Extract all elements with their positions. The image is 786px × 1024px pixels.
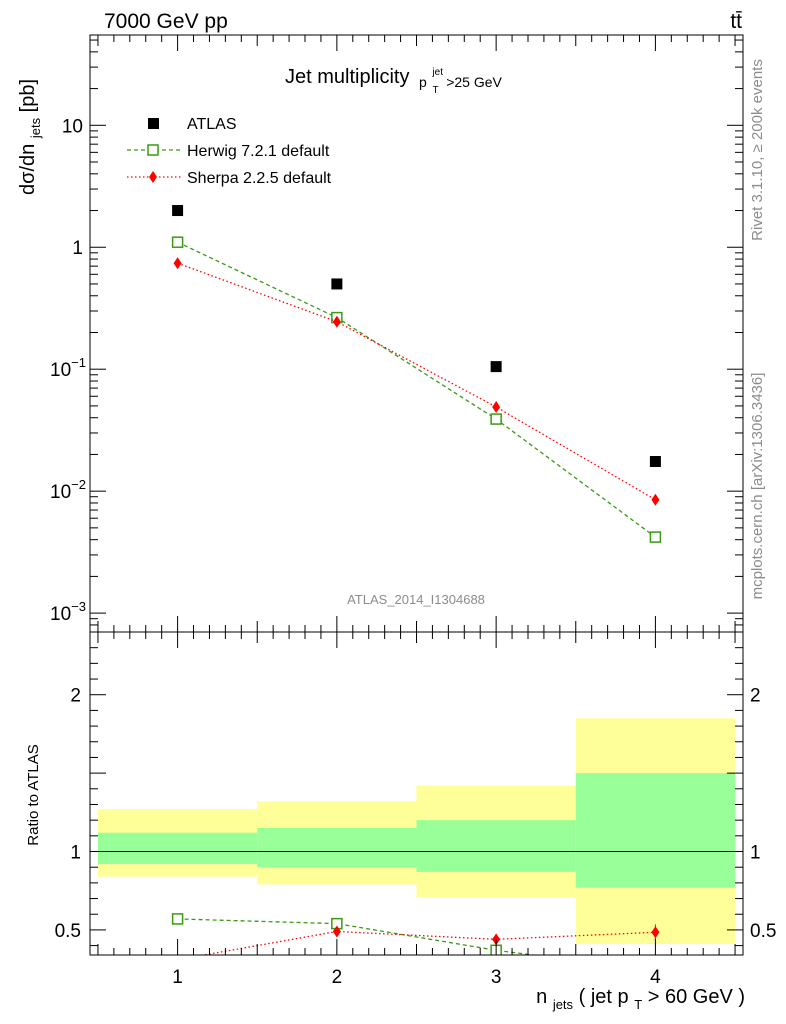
ratio-herwig-point-1 — [171, 913, 184, 925]
ratio-y-tick-label-2: 1 — [70, 843, 81, 864]
chart-title-main: Jet multiplicity — [285, 66, 409, 88]
ratio-sherpa-point-4 — [651, 926, 660, 939]
atlas-point-4 — [649, 456, 661, 468]
title-pt-sup: jet — [431, 67, 443, 78]
herwig-point-1 — [171, 236, 184, 248]
atlas-point-3 — [490, 361, 502, 373]
x-tick-label-3: 3 — [491, 967, 502, 988]
legend-herwig-label: Herwig 7.2.1 default — [187, 143, 330, 160]
ratio-band-inner-3 — [416, 820, 576, 872]
y-axis-label: dσ/dn jets [pb] — [17, 79, 45, 195]
x-axis-label-sub: jets — [552, 997, 574, 1012]
y-axis-label-main: dσ/dn — [17, 144, 39, 195]
x-axis-label-mid: ( jet p — [579, 986, 629, 1008]
x-tick-label-1: 1 — [172, 967, 183, 988]
atlas-point-1 — [172, 205, 184, 217]
title-pt-cut: >25 GeV — [446, 74, 502, 90]
x-axis-label-sub2: T — [634, 997, 642, 1012]
ratio-y-tick-label-right-1: 0.5 — [750, 921, 776, 942]
rivet-label: Rivet 3.1.10, ≥ 200k events — [749, 59, 766, 241]
sherpa-line — [177, 262, 656, 501]
legend-sherpa-marker — [149, 171, 157, 183]
ratio-panel-frame — [89, 631, 744, 956]
main-y-tick-label-2: 10−2 — [50, 477, 86, 503]
x-axis-label-end: > 60 GeV ) — [648, 986, 745, 1008]
ratio-y-tick-label-1: 0.5 — [55, 921, 81, 942]
ratio-y-tick-label-right-3: 2 — [750, 686, 761, 707]
ratio-uncertainty-bands — [97, 718, 736, 945]
main-y-tick-label-1: 10−3 — [50, 599, 86, 625]
herwig-point-3 — [490, 413, 502, 425]
ratio-band-inner-1 — [97, 832, 258, 865]
legend: ATLAS Herwig 7.2.1 default Sherpa 2.2.5 … — [127, 116, 332, 187]
title-pt-p: p — [419, 74, 427, 90]
ratio-band-inner-2 — [257, 827, 417, 868]
ratio-y-axis-label: Ratio to ATLAS — [25, 744, 42, 845]
x-axis-label-n: n — [536, 986, 547, 1008]
x-tick-label-2: 2 — [332, 967, 343, 988]
x-tick-label-4: 4 — [650, 967, 661, 988]
main-y-tick-label-4: 1 — [72, 238, 83, 259]
atlas-point-2 — [331, 278, 343, 290]
sherpa-point-1 — [173, 257, 182, 270]
legend-atlas-marker — [148, 118, 159, 129]
ratio-sherpa-point-2 — [332, 925, 341, 938]
ratio-y-tick-label-right-2: 1 — [750, 843, 761, 864]
ratio-herwig-line — [177, 918, 539, 955]
sherpa-point-4 — [651, 493, 660, 506]
analysis-id: ATLAS_2014_I1304688 — [347, 592, 485, 607]
legend-herwig-marker — [147, 144, 159, 156]
legend-atlas-label: ATLAS — [187, 116, 237, 133]
process-label: tt̄ — [730, 10, 742, 33]
chart-title: Jet multiplicity p jet T >25 GeV — [285, 58, 503, 98]
ratio-y-tick-label-3: 2 — [70, 686, 81, 707]
energy-label: 7000 GeV pp — [104, 10, 228, 33]
sherpa-point-3 — [492, 400, 501, 413]
legend-sherpa-label: Sherpa 2.2.5 default — [187, 170, 332, 187]
herwig-point-4 — [649, 531, 662, 543]
y-axis-label-unit: [pb] — [17, 79, 39, 112]
main-y-tick-label-3: 10−1 — [50, 355, 86, 381]
mcplots-label: mcplots.cern.ch [arXiv:1306.3436] — [749, 373, 766, 600]
title-pt-sub: T — [433, 85, 439, 96]
ratio-band-inner-4 — [575, 773, 736, 888]
x-axis-label: n jets ( jet p T > 60 GeV ) — [536, 986, 745, 1014]
axes: 10−3 10−2 10−1 1 10 1 2 3 4 0.5 0.5 1 1 2 2 — [50, 35, 776, 988]
y-axis-label-sub: jets — [28, 117, 43, 139]
main-y-tick-label-5: 10 — [62, 116, 83, 137]
herwig-line — [177, 241, 656, 538]
ratio-sherpa-point-1 — [176, 953, 179, 955]
sherpa-point-2 — [332, 315, 341, 328]
main-series — [171, 205, 662, 543]
